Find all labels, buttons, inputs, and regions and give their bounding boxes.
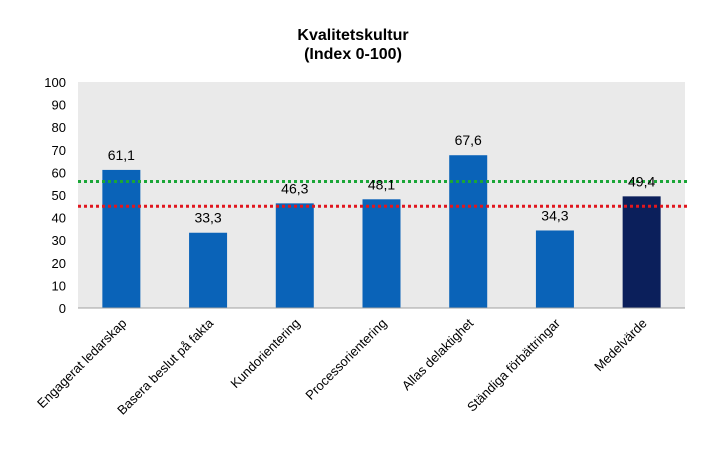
data-label: 46,3 (281, 180, 308, 196)
y-tick-label: 60 (52, 165, 66, 180)
x-category-label: Medelvärde (591, 316, 650, 375)
x-category-label: Ständiga förbättringar (464, 315, 563, 414)
x-category-label: Kundorientering (227, 316, 303, 392)
chart-title-line2: (Index 0-100) (304, 46, 402, 63)
y-tick-label: 10 (52, 278, 66, 293)
bar-0 (102, 169, 141, 308)
y-tick-label: 30 (52, 233, 66, 248)
data-label: 49,4 (628, 173, 655, 189)
y-tick-label: 0 (59, 301, 66, 316)
bar-4 (449, 155, 488, 308)
bar-1 (189, 232, 228, 308)
x-category-label: Engagerat ledarskap (34, 316, 129, 411)
y-tick-label: 100 (44, 75, 66, 90)
data-label: 61,1 (108, 147, 135, 163)
bar-2 (275, 203, 314, 308)
data-label: 34,3 (541, 207, 568, 223)
data-label: 48,1 (368, 176, 395, 192)
chart-title-line1: Kvalitetskultur (297, 27, 408, 44)
y-tick-label: 80 (52, 120, 66, 135)
y-tick-label: 20 (52, 256, 66, 271)
x-category-label: Basera beslut på fakta (114, 315, 217, 418)
y-tick-label: 90 (52, 98, 66, 113)
bar-5 (535, 230, 574, 308)
y-tick-label: 70 (52, 143, 66, 158)
x-category-label: Processorientering (302, 316, 389, 403)
bar-3 (362, 199, 401, 308)
data-label: 67,6 (455, 132, 482, 148)
y-tick-label: 50 (52, 188, 66, 203)
x-category-label: Allas delaktighet (399, 315, 477, 393)
y-tick-label: 40 (52, 211, 66, 226)
data-label: 33,3 (194, 210, 221, 226)
bar-6 (622, 196, 661, 308)
